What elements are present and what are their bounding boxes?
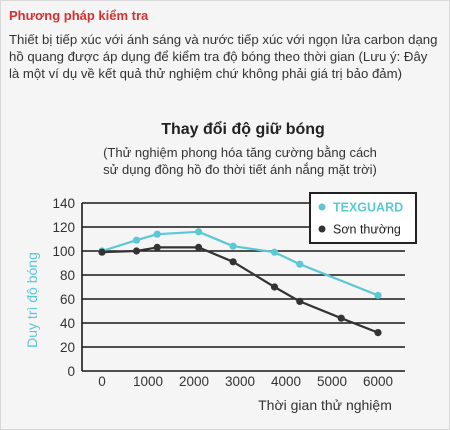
data-point bbox=[195, 243, 203, 251]
data-point bbox=[270, 283, 279, 291]
y-tick-label: 80 bbox=[60, 268, 75, 283]
series-group bbox=[98, 228, 382, 337]
legend-marker-texguard bbox=[318, 203, 326, 211]
data-point bbox=[374, 329, 382, 337]
x-tick-label: 5000 bbox=[317, 374, 347, 389]
data-point bbox=[296, 260, 304, 268]
data-point bbox=[229, 242, 237, 250]
x-tick-label: 4000 bbox=[271, 374, 301, 389]
legend-box bbox=[309, 192, 417, 244]
method-title: Phương pháp kiểm tra bbox=[9, 8, 149, 23]
data-point bbox=[98, 248, 106, 256]
data-point bbox=[374, 291, 382, 299]
data-point bbox=[195, 228, 203, 236]
y-tick-label: 120 bbox=[52, 220, 75, 235]
y-axis-label: Duy trì độ bóng bbox=[24, 252, 40, 348]
x-axis-label: Thời gian thử nghiệm bbox=[258, 397, 392, 413]
data-point bbox=[153, 243, 161, 251]
data-point bbox=[296, 297, 304, 305]
legend-marker-son-thuong bbox=[318, 225, 326, 233]
data-point bbox=[132, 236, 141, 244]
series-line-son-thuong bbox=[101, 246, 379, 334]
data-point bbox=[132, 247, 141, 255]
y-tick-label: 100 bbox=[52, 244, 75, 259]
method-description: Thiết bị tiếp xúc với ánh sáng và nước t… bbox=[9, 32, 438, 81]
y-tick-label: 60 bbox=[60, 292, 75, 307]
x-tick-labels: 0 1000 2000 3000 4000 5000 6000 bbox=[98, 374, 393, 389]
y-tick-label: 140 bbox=[52, 196, 75, 211]
legend-label-son-thuong: Sơn thường bbox=[333, 223, 401, 237]
x-tick-label: 0 bbox=[98, 374, 106, 389]
data-point bbox=[270, 248, 279, 256]
x-tick-label: 3000 bbox=[225, 374, 255, 389]
y-tick-label: 20 bbox=[60, 340, 75, 355]
y-tick-label: 0 bbox=[67, 364, 75, 379]
x-tick-label: 1000 bbox=[133, 374, 163, 389]
legend-label-texguard: TEXGUARD bbox=[333, 201, 403, 215]
x-tick-label: 2000 bbox=[179, 374, 209, 389]
chart-subtitle-line-2: sử dụng đồng hồ đo thời tiết ánh nắng mặ… bbox=[103, 162, 377, 177]
data-point bbox=[153, 230, 161, 238]
y-tick-labels: 0 20 40 60 80 100 120 140 bbox=[52, 196, 75, 379]
chart-title: Thay đổi độ giữ bóng bbox=[161, 120, 325, 138]
y-tick-label: 40 bbox=[60, 316, 75, 331]
x-tick-label: 6000 bbox=[363, 374, 393, 389]
chart-subtitle-line-1: (Thử nghiệm phong hóa tăng cường bằng cá… bbox=[103, 145, 377, 160]
data-point bbox=[337, 314, 345, 322]
data-point bbox=[229, 258, 237, 266]
legend: TEXGUARD Sơn thường bbox=[309, 192, 417, 244]
